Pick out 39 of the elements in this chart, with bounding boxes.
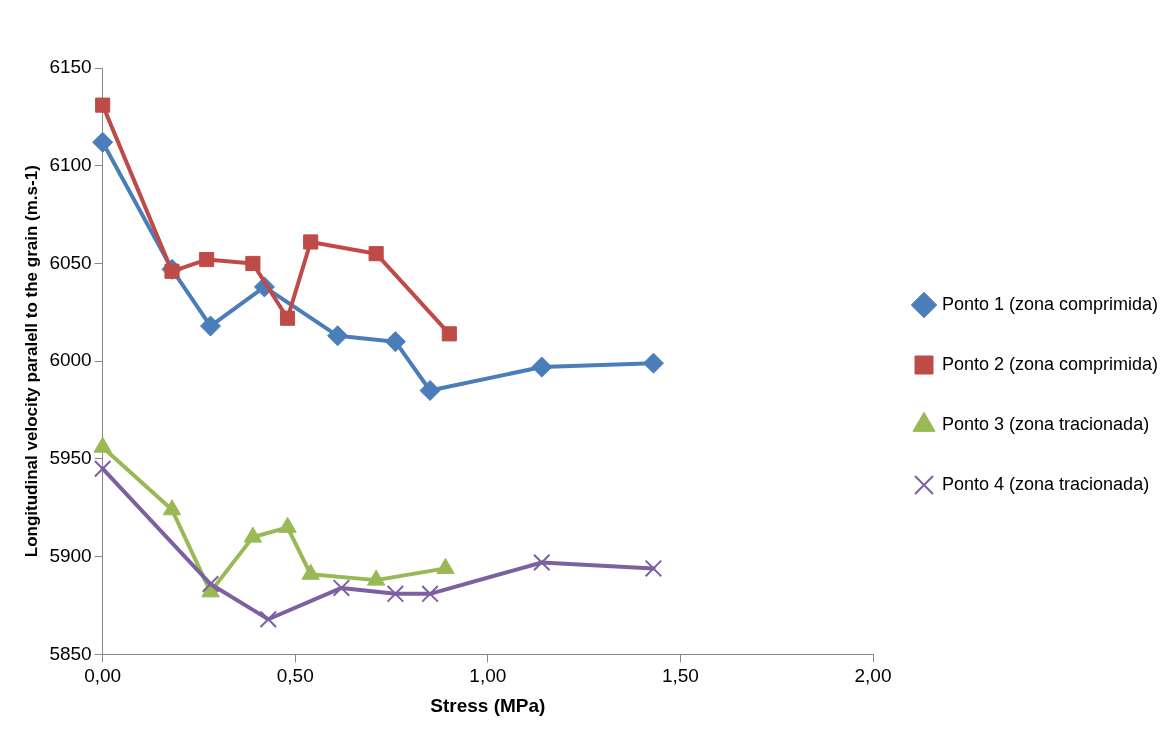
x-tick-label: 1,00 — [469, 665, 507, 687]
x-tick-label: 0,00 — [84, 665, 122, 687]
y-tick-label: 6000 — [49, 349, 92, 371]
point — [384, 331, 406, 353]
point — [421, 585, 439, 603]
y-tick-label: 6150 — [49, 56, 92, 78]
legend-label: Ponto 2 (zona comprimida) — [942, 353, 1159, 374]
y-tick-label: 6050 — [49, 251, 92, 273]
y-tick-label: 5850 — [49, 642, 92, 664]
x-tick-label: 2,00 — [854, 665, 892, 687]
point — [200, 315, 222, 337]
point — [419, 380, 441, 402]
point — [644, 559, 663, 578]
point — [92, 131, 114, 153]
x-tick-label: 1,50 — [661, 665, 699, 687]
point — [327, 325, 349, 347]
point — [332, 579, 351, 597]
x-tick-label: 0,50 — [276, 665, 314, 687]
point — [303, 234, 319, 250]
point — [259, 610, 278, 628]
point — [95, 97, 111, 113]
point — [199, 251, 215, 268]
legend-label: Ponto 1 (zona comprimida) — [942, 293, 1159, 314]
point — [93, 459, 112, 478]
legend-label: Ponto 4 (zona tracionada) — [942, 473, 1150, 494]
y-tick-label: 5900 — [49, 544, 92, 566]
point — [441, 326, 457, 342]
point — [642, 352, 664, 374]
point — [245, 255, 261, 272]
point — [532, 553, 551, 572]
point — [279, 310, 296, 326]
y-tick-label: 5950 — [49, 447, 92, 469]
y-tick-label: 6100 — [49, 153, 92, 175]
point — [386, 585, 405, 603]
point — [368, 246, 384, 262]
point — [531, 356, 553, 378]
x-axis-title: Stress (MPa) — [430, 694, 546, 716]
y-axis-title: Longitudinal velocity paralell to the grain (m.s-1) — [21, 165, 41, 558]
legend-label: Ponto 3 (zona tracionada) — [942, 413, 1150, 434]
